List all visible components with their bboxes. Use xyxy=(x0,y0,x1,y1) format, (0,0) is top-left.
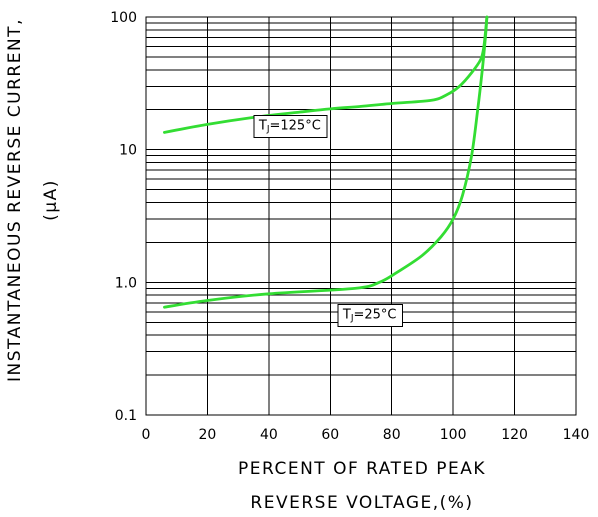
x-axis-label-line-2: REVERSE VOLTAGE,(%) xyxy=(250,493,473,513)
annotation-layer: TJ=125°CTJ=25°C xyxy=(253,114,404,328)
annotation-box xyxy=(253,114,328,138)
x-tick-label: 120 xyxy=(501,427,528,443)
y-axis-label-line-1: INSTANTANEOUS REVERSE CURRENT, xyxy=(5,18,25,382)
tick-label-layer: 0 20 40 60 80 100 120 140 0.1 1.0 10 100 xyxy=(110,10,589,443)
y-tick-label: 1.0 xyxy=(115,275,137,291)
x-tick-label: 100 xyxy=(440,427,467,443)
x-tick-label: 0 xyxy=(142,427,151,443)
temperature-annotation: TJ=125°C xyxy=(253,114,328,138)
annotation-value: =25°C xyxy=(354,308,397,323)
y-tick-label: 10 xyxy=(119,143,137,159)
plot-frame xyxy=(145,16,577,416)
annotation-base: T xyxy=(258,118,267,133)
annotation-label: TJ=125°C xyxy=(258,118,321,134)
grid-layer xyxy=(145,16,577,416)
y-tick-label: 100 xyxy=(110,10,137,26)
annotation-label: TJ=25°C xyxy=(342,308,397,324)
annotation-base: T xyxy=(342,308,351,323)
annotation-subscript: J xyxy=(266,124,270,134)
x-tick-label: 140 xyxy=(563,427,590,443)
x-tick-label: 20 xyxy=(199,427,217,443)
temperature-annotation: TJ=25°C xyxy=(337,304,404,328)
y-tick-label: 0.1 xyxy=(115,408,137,424)
annotation-subscript: J xyxy=(350,314,354,324)
x-axis-label-line-1: PERCENT OF RATED PEAK xyxy=(238,459,486,479)
annotation-box xyxy=(337,304,404,328)
x-tick-label: 60 xyxy=(321,427,339,443)
y-axis-label-line-2: (μA) xyxy=(41,179,61,221)
series-line xyxy=(163,15,489,309)
annotation-value: =125°C xyxy=(270,118,321,133)
x-tick-label: 40 xyxy=(260,427,278,443)
x-tick-label: 80 xyxy=(383,427,401,443)
